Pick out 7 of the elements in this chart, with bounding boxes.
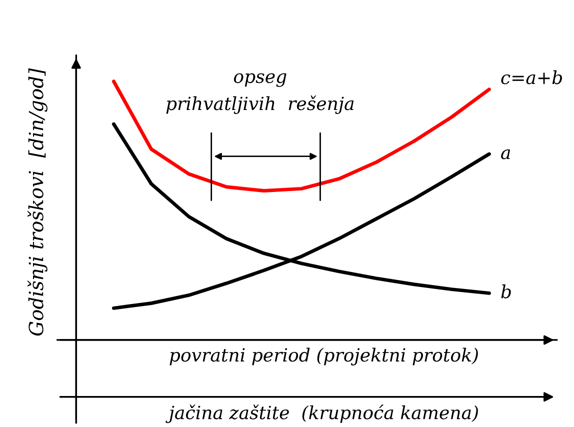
x-axis-title: povratni period (projektni protok) [170,348,478,366]
y-axis-title: Godišnji troškovi [din/god] [28,68,48,336]
series-label: b [501,284,511,298]
series-label: a [501,149,510,160]
annotation: opseg prihvatljivih rešenja [166,73,354,114]
text: jačina zaštite (krupnoća kamena) [166,404,478,424]
series-label: c=a+b [501,70,562,84]
